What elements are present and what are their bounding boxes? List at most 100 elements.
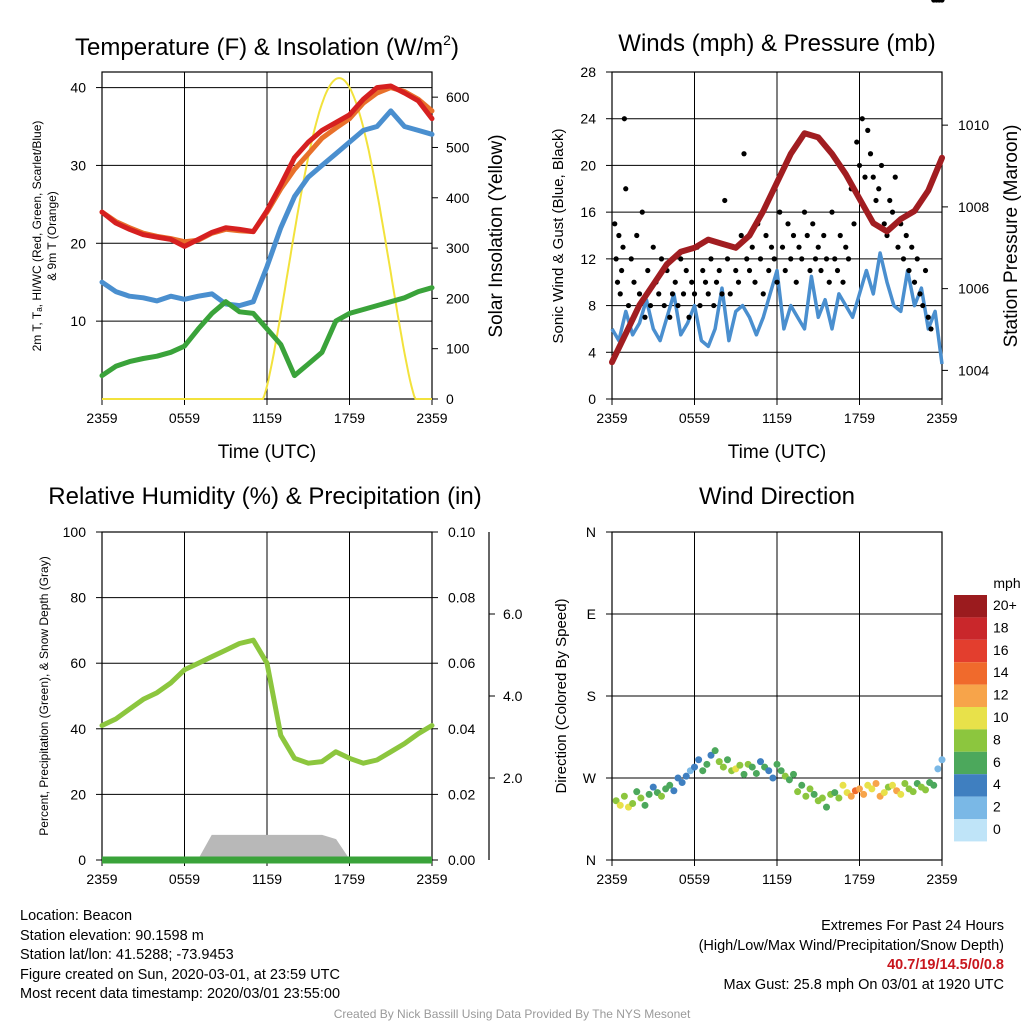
wind-direction-point xyxy=(806,785,814,793)
gust-point xyxy=(793,279,799,285)
wind-direction-point xyxy=(612,797,620,805)
y-tick-label: 16 xyxy=(580,204,596,220)
gust-point xyxy=(760,291,766,297)
gust-point xyxy=(856,162,863,169)
x-tick-label: 2359 xyxy=(86,871,117,887)
gust-point xyxy=(782,267,788,274)
colorbar-tick-label: 8 xyxy=(993,731,1001,747)
y-tick-label: 80 xyxy=(70,590,86,606)
snow-depth-tick-label: 2.0 xyxy=(503,770,523,786)
gust-point xyxy=(642,314,648,320)
gust-point xyxy=(763,232,769,239)
y-right-axis-label: Solar Insolation (Yellow) xyxy=(486,134,507,337)
gust-point xyxy=(837,232,843,239)
wind-direction-point xyxy=(773,760,781,768)
y-tick-label: 8 xyxy=(588,298,596,314)
wind-direction-point xyxy=(868,785,876,793)
x-axis-label: Time (UTC) xyxy=(218,442,317,463)
temperature-insolation-panel: 2359 0559 1159 1759 235910203040010020030040… xyxy=(30,32,507,463)
y-axis-label: Sonic Wind & Gust (Blue, Black) xyxy=(550,128,567,343)
wind-direction-point xyxy=(649,783,657,791)
y-axis-label: Percent, Precipitation (Green), & Snow D… xyxy=(37,556,51,835)
station-location: Location: Beacon xyxy=(20,908,133,924)
wind-direction-point xyxy=(897,790,905,798)
y-right-tick-label: 1006 xyxy=(958,281,989,297)
gust-point xyxy=(768,244,775,250)
station-elevation: Station elevation: 90.1598 m xyxy=(20,927,204,944)
wind-direction-point xyxy=(938,756,946,764)
colorbar-swatch xyxy=(954,796,987,819)
wind-direction-point xyxy=(719,763,727,771)
gust-point xyxy=(884,232,890,239)
gust-point xyxy=(735,279,742,285)
gust-point xyxy=(790,232,797,239)
gust-point xyxy=(796,244,802,250)
gust-point xyxy=(623,186,629,192)
gust-point xyxy=(829,209,835,215)
y-right-tick-label: 0.04 xyxy=(448,721,475,737)
x-tick-label: 2359 xyxy=(596,410,627,426)
snow-depth-tick-label: 6.0 xyxy=(503,606,523,622)
wind-direction-point xyxy=(666,781,674,789)
gust-point xyxy=(906,267,912,274)
y-tick-label: 40 xyxy=(70,80,86,96)
x-tick-label: 1759 xyxy=(844,410,875,426)
y-right-tick-label: 0.10 xyxy=(448,524,475,540)
y-tick-label: 40 xyxy=(70,721,86,737)
gust-point xyxy=(889,209,896,215)
y-tick-label: W xyxy=(583,770,597,786)
gust-point xyxy=(788,256,794,262)
wind-direction-point xyxy=(711,747,719,755)
gust-point xyxy=(895,244,901,250)
chart-title-end: ) xyxy=(451,34,459,61)
gust-point xyxy=(843,244,849,250)
y-tick-label: 24 xyxy=(580,111,596,127)
wind-direction-point xyxy=(707,751,715,759)
gust-point xyxy=(914,256,920,262)
gust-point xyxy=(705,291,711,297)
gust-point xyxy=(779,244,786,250)
temperature-series-line xyxy=(99,108,435,309)
gust-point xyxy=(741,151,747,157)
y-right-tick-label: 1010 xyxy=(958,117,989,133)
snow-depth-area xyxy=(102,834,432,861)
x-tick-label: 0559 xyxy=(169,871,200,887)
wind-direction-point xyxy=(847,792,855,800)
wind-direction-point xyxy=(682,772,690,780)
colorbar-tick-label: 12 xyxy=(993,687,1009,703)
humidity-precipitation-panel: 2359 0559 1159 1759 23590204060801000.000.02… xyxy=(37,483,523,887)
y-right-tick-label: 100 xyxy=(446,341,470,357)
extremes-info: Extremes For Past 24 Hours (High/Low/Max… xyxy=(699,917,1004,995)
gust-point xyxy=(766,267,772,274)
y-tick-label: E xyxy=(587,606,596,622)
gust-point xyxy=(621,116,627,122)
gust-point xyxy=(771,256,777,262)
x-tick-label: 2359 xyxy=(416,410,447,426)
gust-point xyxy=(823,256,830,262)
x-tick-label: 1159 xyxy=(252,410,282,426)
y-tick-label: N xyxy=(586,524,596,540)
wind-direction-point xyxy=(777,767,785,775)
wind-direction-point xyxy=(752,769,760,777)
gust-point xyxy=(719,291,725,297)
colorbar-swatch xyxy=(954,639,987,663)
wind-direction-point xyxy=(909,788,917,796)
wind-direction-point xyxy=(703,760,711,768)
colorbar-tick-label: 20+ xyxy=(993,597,1017,613)
gust-point xyxy=(678,256,684,262)
wind-direction-point xyxy=(872,779,880,787)
insolation-line xyxy=(102,77,432,400)
gust-point xyxy=(785,221,791,227)
wind-direction-point xyxy=(740,770,748,778)
gust-point xyxy=(645,267,651,274)
colorbar-label: mph xyxy=(993,575,1020,591)
figure-created: Figure created on Sun, 2020-03-01, at 23… xyxy=(20,966,340,983)
gust-point xyxy=(925,314,931,320)
x-tick-label: 2359 xyxy=(416,871,447,887)
gust-point xyxy=(724,256,731,262)
gust-point xyxy=(620,244,626,250)
colorbar-tick-label: 18 xyxy=(993,619,1009,635)
gust-point xyxy=(939,0,945,3)
gust-point xyxy=(826,279,832,285)
gust-point xyxy=(612,221,618,227)
